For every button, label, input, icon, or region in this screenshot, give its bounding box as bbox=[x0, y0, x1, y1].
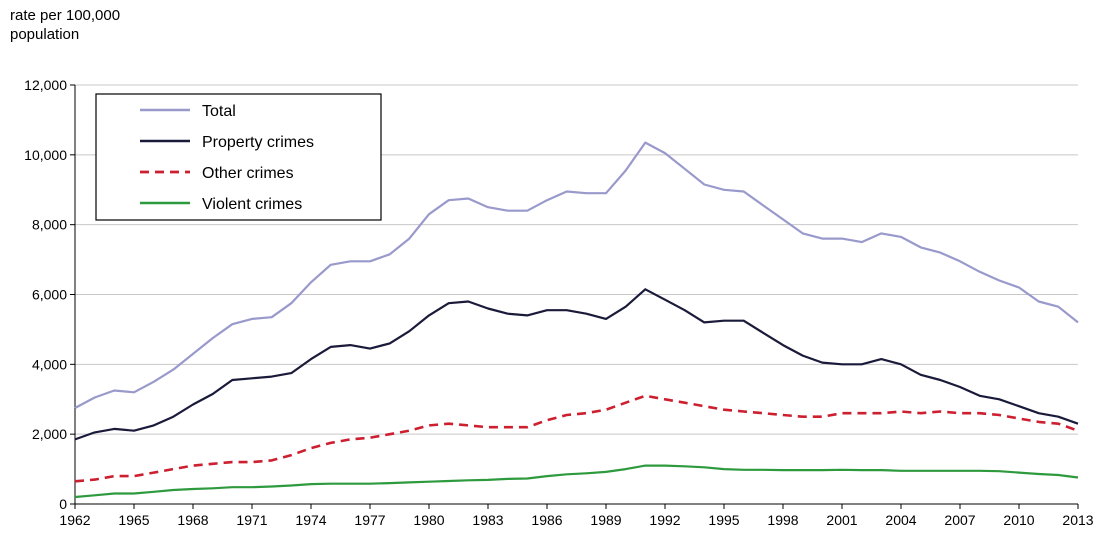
y-axis-unit-line2: population bbox=[10, 26, 80, 43]
legend-label-property-crimes: Property crimes bbox=[202, 134, 314, 151]
x-tick-label: 1995 bbox=[708, 512, 739, 528]
x-tick-label: 1998 bbox=[767, 512, 798, 528]
x-tick-label: 1965 bbox=[118, 512, 149, 528]
x-tick-label: 1971 bbox=[236, 512, 267, 528]
axes bbox=[74, 85, 1078, 505]
y-tick-label: 2,000 bbox=[32, 426, 67, 442]
x-tick-label: 1968 bbox=[177, 512, 208, 528]
y-tick-label: 8,000 bbox=[32, 217, 67, 233]
y-tick-label: 0 bbox=[59, 496, 67, 512]
series-line-violent-crimes bbox=[74, 464, 1079, 499]
y-tick-label: 4,000 bbox=[32, 356, 67, 372]
x-tick-label: 2001 bbox=[826, 512, 857, 528]
legend-label-total: Total bbox=[202, 103, 236, 120]
legend: Total Property crimes Other crimes Violent … bbox=[95, 93, 382, 221]
legend-label-violent-crimes: Violent crimes bbox=[202, 196, 302, 213]
y-tick-label: 10,000 bbox=[24, 147, 67, 163]
x-tick-label: 1986 bbox=[531, 512, 562, 528]
x-tick-label: 1962 bbox=[59, 512, 90, 528]
x-tick-label: 1992 bbox=[649, 512, 680, 528]
y-tick-label: 6,000 bbox=[32, 287, 67, 303]
x-axis-ticks: 1962 1965 1968 1971 1974 1977 1980 1983 1986 1989… bbox=[59, 504, 1094, 528]
gridlines bbox=[75, 84, 1078, 435]
x-tick-label: 2004 bbox=[885, 512, 916, 528]
series-line-other-crimes bbox=[74, 394, 1079, 483]
y-axis-unit-line1: rate per 100,000 bbox=[10, 7, 121, 24]
y-axis-unit-label: rate per 100,000 population bbox=[10, 6, 120, 44]
x-tick-label: 1989 bbox=[590, 512, 621, 528]
series-lines bbox=[74, 141, 1079, 499]
legend-box bbox=[95, 93, 382, 221]
y-axis-ticks: 0 2,000 4,000 6,000 8,000 10,000 12,000 bbox=[24, 77, 75, 512]
legend-label-other-crimes: Other crimes bbox=[202, 165, 294, 182]
series-line-property-crimes bbox=[74, 288, 1079, 441]
x-tick-label: 2013 bbox=[1062, 512, 1093, 528]
x-tick-label: 1983 bbox=[472, 512, 503, 528]
x-tick-label: 2010 bbox=[1003, 512, 1034, 528]
x-tick-label: 2007 bbox=[944, 512, 975, 528]
series-line-total bbox=[74, 141, 1079, 409]
x-tick-label: 1977 bbox=[354, 512, 385, 528]
x-tick-label: 1980 bbox=[413, 512, 444, 528]
x-tick-label: 1974 bbox=[295, 512, 326, 528]
y-tick-label: 12,000 bbox=[24, 77, 67, 93]
